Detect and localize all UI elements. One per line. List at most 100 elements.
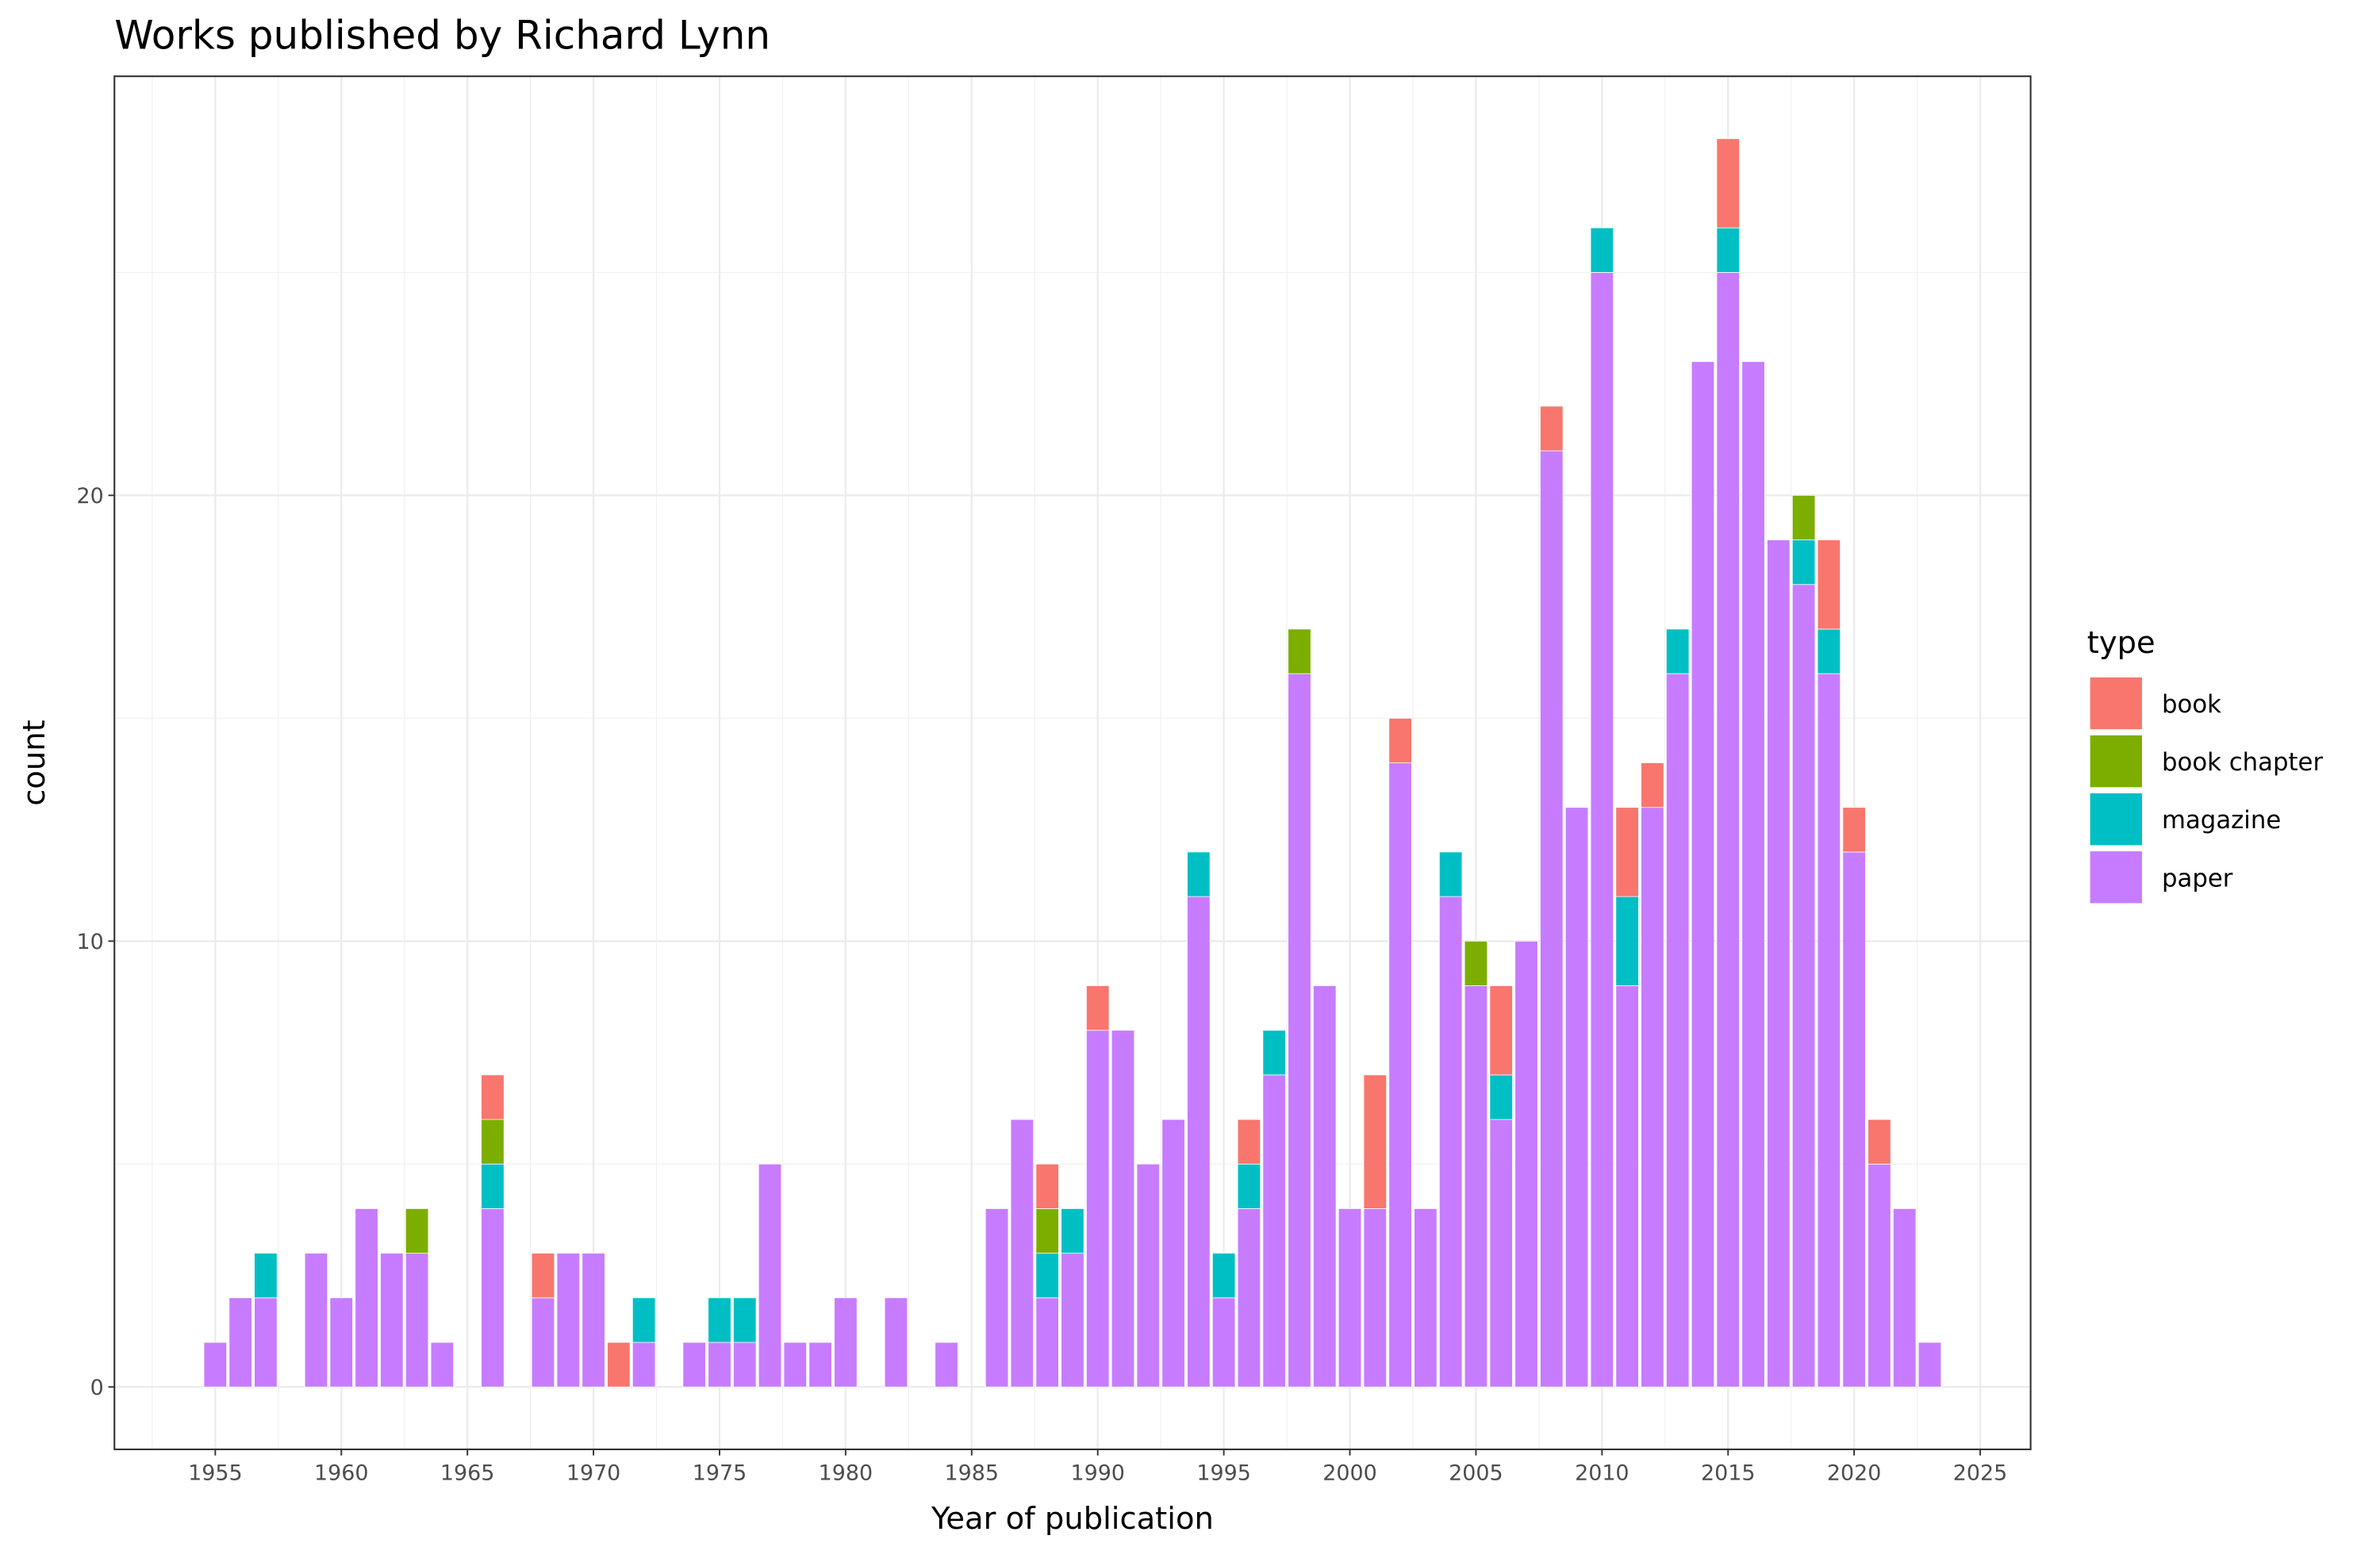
x-tick-label: 1955: [188, 1461, 242, 1485]
bar-magazine-1989: [1061, 1208, 1084, 1254]
bar-book-chapter-1998: [1288, 628, 1311, 674]
bar-paper-1997: [1262, 1074, 1286, 1388]
bar-book-2001: [1363, 1074, 1387, 1209]
bar-magazine-2018: [1791, 539, 1816, 585]
bar-book-1996: [1237, 1119, 1261, 1165]
bar-paper-1990: [1086, 1030, 1110, 1388]
bar-paper-1998: [1288, 673, 1311, 1388]
y-tick-label: 0: [90, 1376, 104, 1400]
bar-paper-2014: [1691, 361, 1715, 1388]
bar-magazine-1996: [1237, 1163, 1261, 1209]
bar-paper-1969: [556, 1253, 580, 1388]
bar-paper-2016: [1741, 361, 1765, 1388]
bar-paper-1987: [1010, 1119, 1035, 1388]
bar-paper-2009: [1564, 807, 1589, 1388]
bar-book-1988: [1035, 1163, 1059, 1209]
legend-label: book: [2162, 690, 2221, 719]
y-tick-label: 20: [77, 484, 104, 509]
bar-paper-1966: [481, 1208, 505, 1388]
bar-magazine-1975: [708, 1297, 731, 1343]
bar-paper-1974: [682, 1342, 706, 1388]
bar-book-2008: [1540, 405, 1564, 451]
bar-book-2012: [1641, 762, 1664, 808]
bar-paper-2015: [1716, 272, 1740, 1388]
bar-magazine-2015: [1716, 227, 1740, 273]
bar-paper-1964: [430, 1342, 455, 1388]
bar-book-2006: [1489, 985, 1513, 1076]
bar-book-chapter-1963: [405, 1208, 429, 1254]
bar-paper-1993: [1161, 1119, 1185, 1388]
x-tick-label: 1975: [693, 1461, 747, 1485]
bar-paper-1968: [531, 1297, 555, 1388]
x-tick-label: 1995: [1196, 1461, 1250, 1485]
panel-border: [113, 75, 2032, 1450]
y-axis-title: count: [17, 720, 52, 806]
bar-paper-1988: [1035, 1297, 1059, 1388]
bar-paper-2010: [1590, 272, 1614, 1388]
bar-paper-1977: [758, 1163, 782, 1388]
bar-book-1971: [607, 1342, 631, 1388]
x-axis-title: Year of publication: [931, 1501, 1214, 1537]
bar-paper-2001: [1363, 1208, 1387, 1388]
bar-paper-2018: [1791, 584, 1816, 1388]
bar-magazine-2013: [1665, 628, 1690, 674]
bar-book-chapter-2005: [1464, 940, 1488, 986]
bar-paper-1956: [228, 1297, 252, 1388]
bar-paper-1991: [1111, 1030, 1135, 1388]
x-tick-label: 1990: [1070, 1461, 1124, 1485]
legend-label: book chapter: [2162, 748, 2323, 777]
x-tick-label: 2005: [1449, 1461, 1503, 1485]
x-tick-label: 1980: [819, 1461, 873, 1485]
x-tick-label: 1970: [566, 1461, 620, 1485]
legend-key-book: [2090, 677, 2142, 730]
bar-paper-1961: [355, 1208, 378, 1388]
bar-magazine-1976: [733, 1297, 757, 1343]
bar-magazine-1966: [481, 1163, 505, 1209]
legend: type book book chapter magazine paper: [2087, 625, 2323, 904]
bar-magazine-2006: [1489, 1074, 1513, 1120]
bar-paper-1999: [1313, 985, 1337, 1388]
bar-book-2021: [1868, 1119, 1891, 1165]
x-tick-label: 2020: [1827, 1461, 1881, 1485]
x-tick-label: 2015: [1701, 1461, 1755, 1485]
bar-book-chapter-2018: [1791, 494, 1816, 540]
bar-paper-2008: [1540, 450, 1564, 1388]
bar-magazine-1957: [254, 1253, 278, 1299]
bar-paper-2007: [1514, 940, 1538, 1388]
x-tick-label: 2000: [1322, 1461, 1376, 1485]
bar-paper-2019: [1817, 673, 1841, 1388]
bar-paper-2020: [1842, 851, 1866, 1388]
x-tick-label: 2025: [1953, 1461, 2007, 1485]
bar-paper-1982: [884, 1297, 908, 1388]
bar-book-2011: [1615, 807, 1639, 897]
legend-title: type: [2087, 625, 2155, 661]
bar-paper-1992: [1136, 1163, 1160, 1388]
bar-paper-1955: [203, 1342, 228, 1388]
bar-magazine-2010: [1590, 227, 1614, 273]
bar-paper-2002: [1388, 762, 1412, 1388]
bar-paper-1996: [1237, 1208, 1261, 1388]
bar-book-2020: [1842, 807, 1866, 853]
x-tick-label: 2010: [1575, 1461, 1629, 1485]
bar-book-chapter-1966: [481, 1119, 505, 1165]
bar-paper-1960: [329, 1297, 353, 1388]
x-tick-label: 1985: [945, 1461, 999, 1485]
bar-book-2019: [1817, 539, 1841, 630]
x-tick-label: 1965: [440, 1461, 494, 1485]
bar-paper-2013: [1665, 673, 1690, 1388]
bar-paper-2021: [1868, 1163, 1891, 1388]
bar-magazine-2011: [1615, 896, 1639, 986]
plot-panel: 0 10 20 1955 1960 1965 1970 1975 1980 1985 1990 199…: [77, 75, 2032, 1485]
bar-paper-2011: [1615, 985, 1639, 1388]
bar-paper-1972: [631, 1342, 656, 1388]
bar-book-2015: [1716, 138, 1740, 228]
bar-book-1990: [1086, 985, 1110, 1031]
legend-key-book-chapter: [2090, 735, 2142, 788]
bar-magazine-2004: [1438, 851, 1463, 897]
legend-label: magazine: [2162, 806, 2281, 835]
chart-title: Works published by Richard Lynn: [114, 13, 770, 59]
bar-paper-1963: [405, 1253, 429, 1388]
legend-label: paper: [2162, 864, 2233, 892]
bar-magazine-1972: [631, 1297, 656, 1343]
